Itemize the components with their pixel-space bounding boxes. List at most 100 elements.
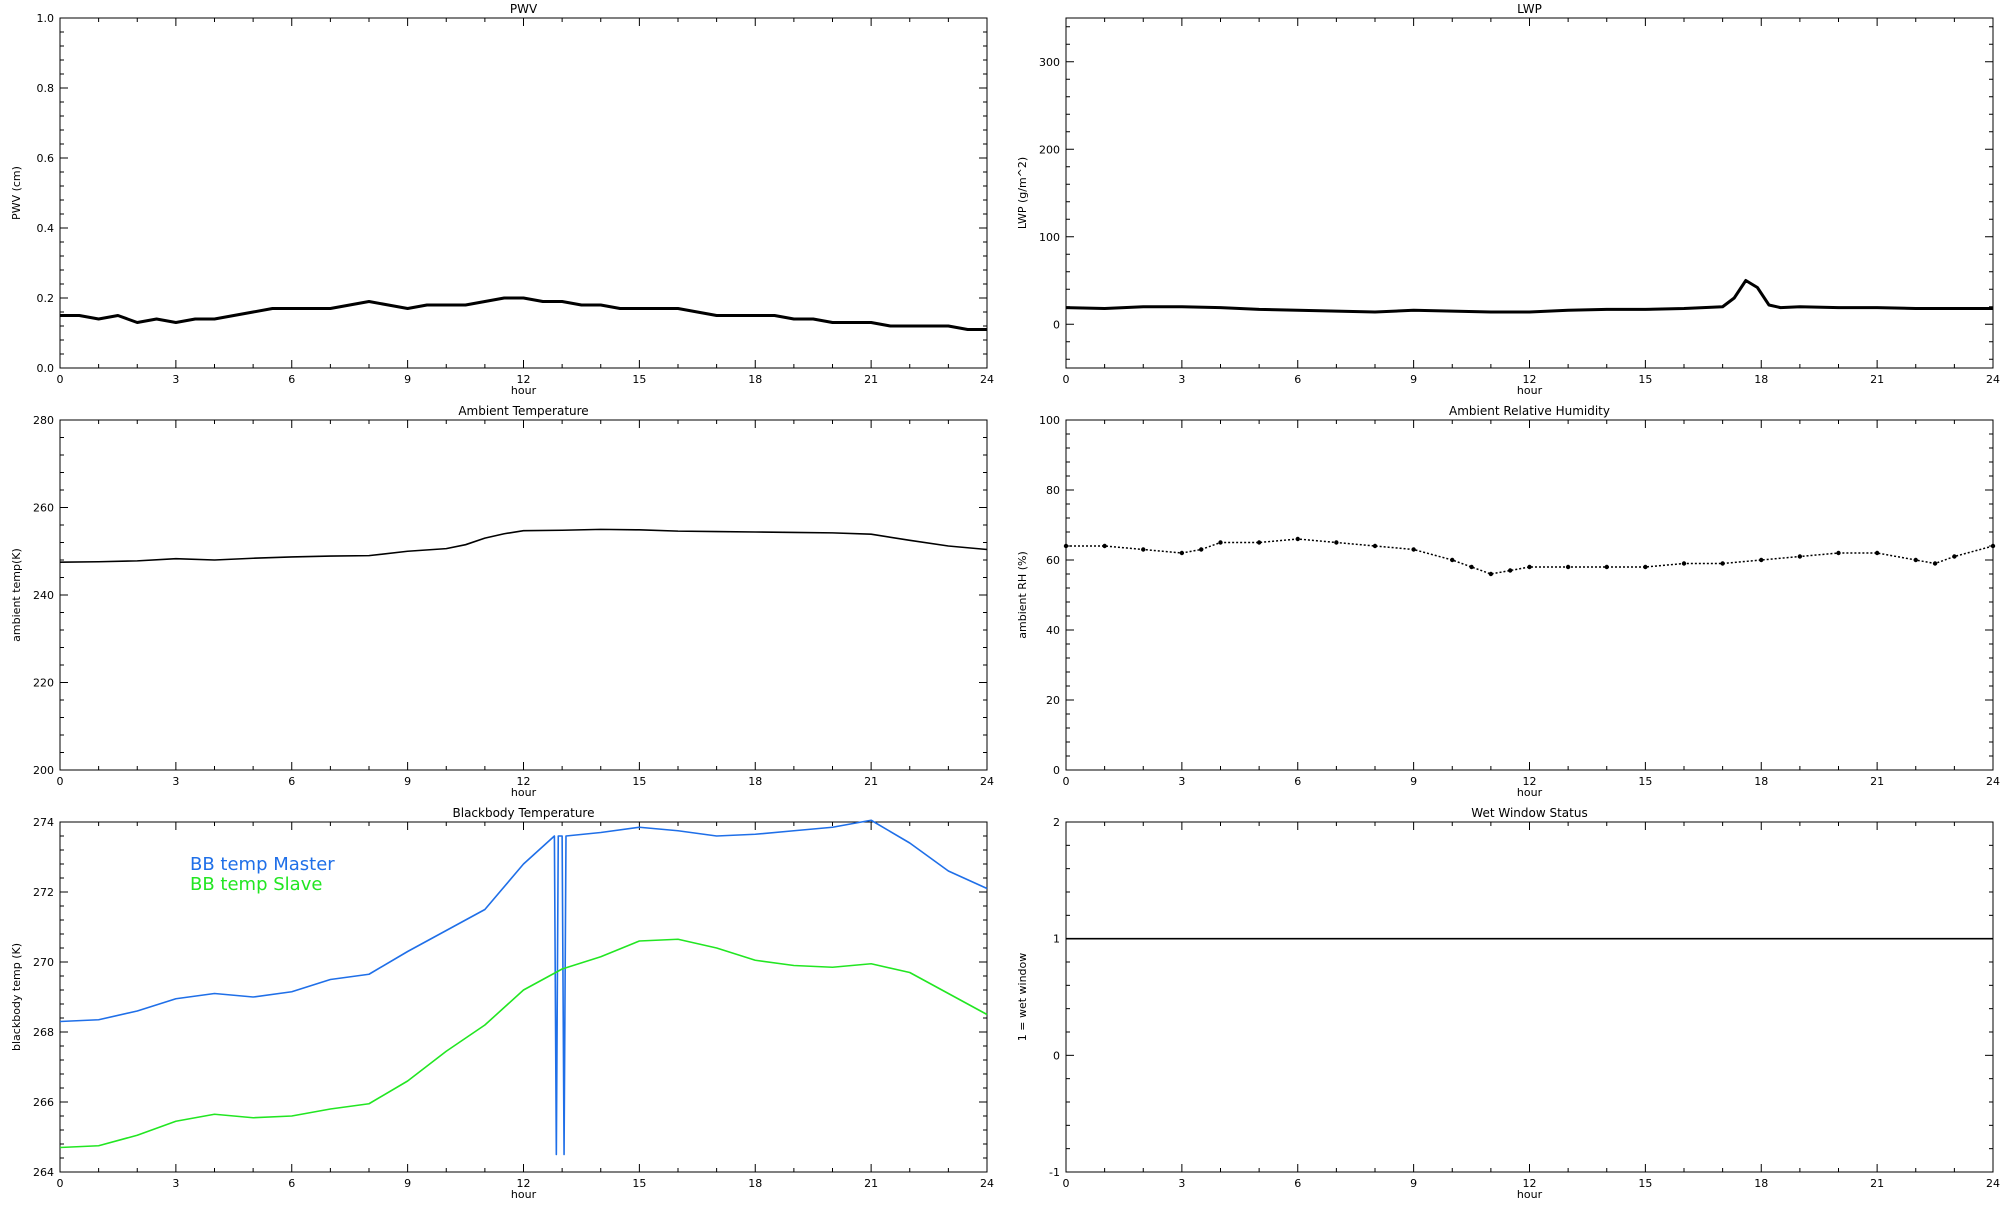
x-tick-label: 15 <box>1638 1177 1652 1190</box>
data-point <box>1372 543 1378 549</box>
plot-frame <box>1065 17 1994 369</box>
series-line-0 <box>59 819 988 1156</box>
x-tick-label: 12 <box>1523 1177 1537 1190</box>
x-tick-label: 15 <box>1638 775 1652 788</box>
y-axis-label: blackbody temp (K) <box>10 943 23 1051</box>
y-tick-label: -1 <box>1049 1166 1060 1179</box>
chart-panel-2: 0 3 6 9 12 15 18 21 24 200 220 240 260 280 Ambient Tem… <box>10 404 994 799</box>
data-point <box>1643 564 1648 570</box>
y-axis-label: LWP (g/m^2) <box>1016 157 1029 229</box>
x-axis-label: hour <box>1517 384 1543 397</box>
x-axis-label: hour <box>511 384 537 397</box>
y-tick-label: 0.8 <box>37 82 55 95</box>
y-tick-label: 0.4 <box>37 222 55 235</box>
data-point <box>1604 564 1609 570</box>
x-tick-label: 12 <box>517 775 531 788</box>
x-tick-label: 6 <box>1294 775 1301 788</box>
y-axis-label: PWV (cm) <box>10 166 23 220</box>
y-tick-label: 1.0 <box>37 12 55 25</box>
x-tick-label: 12 <box>1523 373 1537 386</box>
plot-frame <box>59 17 988 369</box>
x-tick-label: 18 <box>1754 1177 1768 1190</box>
x-tick-label: 15 <box>632 775 646 788</box>
data-point <box>1990 543 1996 549</box>
y-tick-label: 0.2 <box>37 292 55 305</box>
y-tick-label: 272 <box>33 886 54 899</box>
y-tick-label: 0.6 <box>37 152 55 165</box>
data-point <box>1527 564 1532 570</box>
x-tick-label: 9 <box>404 1177 411 1190</box>
data-point <box>1759 557 1764 563</box>
x-tick-label: 21 <box>864 775 878 788</box>
chart-title: LWP <box>1517 2 1542 16</box>
x-tick-label: 3 <box>172 1177 179 1190</box>
y-axis-label: ambient temp(K) <box>10 548 23 642</box>
data-point <box>1450 557 1455 563</box>
y-tick-label: 2 <box>1053 816 1060 829</box>
x-tick-label: 21 <box>864 1177 878 1190</box>
x-tick-label: 12 <box>1523 775 1537 788</box>
plot-frame <box>1065 419 1994 771</box>
y-tick-label: 0 <box>1053 1049 1060 1062</box>
x-axis-label: hour <box>1517 786 1543 799</box>
chart-title: PWV <box>510 2 538 16</box>
data-point <box>1256 540 1262 545</box>
plot-frame <box>59 419 988 771</box>
y-axis-label: 1 = wet window <box>1016 953 1029 1042</box>
y-tick-label: 300 <box>1039 56 1060 69</box>
data-point <box>1102 543 1107 549</box>
x-tick-label: 21 <box>1870 373 1884 386</box>
x-axis-label: hour <box>511 786 537 799</box>
x-tick-label: 9 <box>404 373 411 386</box>
chart-panel-3: 0 3 6 9 12 15 18 21 24 0 20 40 60 80 100 Ambient Relati… <box>1016 404 2000 799</box>
x-tick-label: 3 <box>1178 373 1185 386</box>
x-tick-label: 3 <box>172 775 179 788</box>
x-tick-label: 0 <box>1063 775 1070 788</box>
x-tick-label: 24 <box>980 775 994 788</box>
x-tick-label: 6 <box>288 775 295 788</box>
series-line-0 <box>59 528 988 563</box>
legend-entry: BB temp Master <box>190 854 335 875</box>
y-tick-label: 0 <box>1053 764 1060 777</box>
y-tick-label: 260 <box>33 502 54 515</box>
x-tick-label: 21 <box>1870 775 1884 788</box>
y-tick-label: 0 <box>1053 318 1060 331</box>
x-axis-label: hour <box>1517 1188 1543 1200</box>
chart-panel-4: 0 3 6 9 12 15 18 21 24 264 266 268 270 272 274 Blackbod… <box>10 806 994 1201</box>
x-tick-label: 24 <box>1986 373 2000 386</box>
y-tick-label: 264 <box>33 1166 54 1179</box>
x-tick-label: 18 <box>748 1177 762 1190</box>
series-line-1 <box>59 938 988 1149</box>
y-tick-label: 60 <box>1046 554 1060 567</box>
y-tick-label: 100 <box>1039 231 1060 244</box>
x-tick-label: 18 <box>1754 373 1768 386</box>
series-line-0 <box>1065 279 1993 314</box>
chart-panel-1: 0 3 6 9 12 15 18 21 24 0 100 200 300 LWP hour LWP (g/m^… <box>1016 2 2000 397</box>
x-tick-label: 9 <box>404 775 411 788</box>
x-axis-label: hour <box>511 1188 537 1200</box>
y-tick-label: 100 <box>1039 414 1060 427</box>
x-tick-label: 6 <box>288 1177 295 1190</box>
x-tick-label: 3 <box>172 373 179 386</box>
x-tick-label: 21 <box>864 373 878 386</box>
data-point <box>1720 561 1725 566</box>
x-tick-label: 12 <box>517 373 531 386</box>
data-point <box>1874 550 1880 556</box>
chart-title: Wet Window Status <box>1471 806 1587 820</box>
y-tick-label: 266 <box>33 1096 54 1109</box>
x-tick-label: 12 <box>517 1177 531 1190</box>
plot-frame <box>1065 821 1994 1173</box>
y-tick-label: 240 <box>33 589 54 602</box>
x-tick-label: 15 <box>1638 373 1652 386</box>
data-point <box>1411 547 1416 552</box>
x-tick-label: 24 <box>980 373 994 386</box>
data-trace <box>1066 538 1994 575</box>
x-tick-label: 0 <box>57 775 64 788</box>
x-tick-label: 15 <box>632 373 646 386</box>
y-tick-label: 1 <box>1053 933 1060 946</box>
x-tick-label: 6 <box>1294 1177 1301 1190</box>
chart-panel-0: 0 3 6 9 12 15 18 21 24 0.0 0.2 0.4 0.6 0.8 1.0 PWV hour P… <box>10 2 994 397</box>
y-tick-label: 20 <box>1046 694 1060 707</box>
